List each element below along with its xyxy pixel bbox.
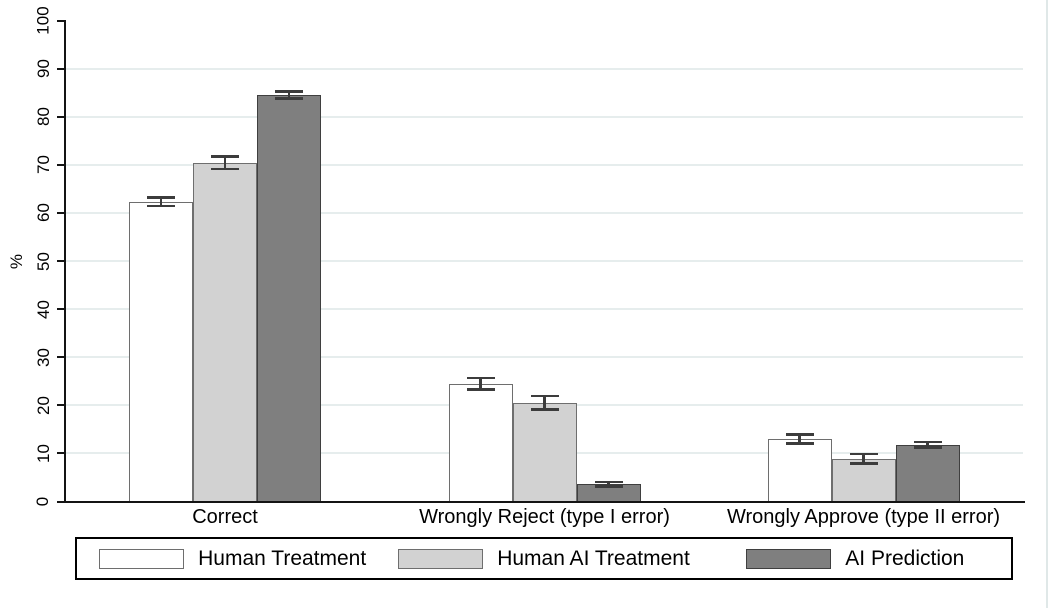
- error-bar-cap: [147, 204, 175, 208]
- error-bar-cap: [785, 442, 814, 445]
- x-axis-category-label: Wrongly Approve (type II error): [726, 506, 1001, 528]
- error-bar-cap: [594, 480, 623, 484]
- error-bar-cap: [466, 388, 495, 391]
- error-bar-cap: [275, 90, 303, 93]
- legend-label: AI Prediction: [845, 546, 965, 570]
- y-axis-tick: [57, 115, 65, 118]
- error-bar-cap: [530, 394, 559, 398]
- legend: Human Treatment Human AI Treatment AI Pr…: [75, 537, 1013, 580]
- error-bar-cap: [466, 376, 495, 380]
- legend-swatch-human-treatment: [99, 548, 185, 569]
- y-axis-tick: [57, 163, 65, 166]
- bar-ai-prediction: [895, 444, 960, 503]
- error-bar: [862, 453, 865, 464]
- bar-human-treatment: [448, 383, 513, 503]
- y-axis-tick: [57, 260, 65, 262]
- error-bar: [159, 197, 163, 207]
- y-axis-tick: [57, 19, 65, 22]
- error-bar: [926, 441, 929, 448]
- error-bar-cap: [849, 452, 878, 456]
- gridline: [66, 356, 1023, 359]
- legend-label: Human Treatment: [198, 546, 367, 570]
- error-bar: [287, 91, 291, 99]
- bar-human-treatment: [767, 438, 832, 503]
- error-bar-cap: [147, 196, 175, 199]
- legend-swatch-ai-prediction: [746, 548, 832, 569]
- bar-human-treatment: [129, 201, 193, 503]
- gridline: [66, 260, 1023, 262]
- gridline: [66, 67, 1023, 70]
- gridline: [66, 163, 1023, 166]
- graph-right-border: [1046, 0, 1048, 608]
- error-bar-cap: [785, 433, 814, 436]
- y-axis-tick: [57, 452, 65, 455]
- error-bar: [543, 396, 546, 410]
- gridline: [66, 308, 1023, 311]
- error-bar-cap: [211, 155, 239, 158]
- x-axis-category-label: Correct: [192, 506, 258, 528]
- gridline: [66, 211, 1023, 214]
- bar-human-ai-treatment: [831, 458, 896, 503]
- x-axis-category-label: Wrongly Reject (type I error): [419, 506, 670, 528]
- legend-item: Human AI Treatment: [388, 547, 699, 571]
- error-bar-cap: [913, 446, 942, 449]
- legend-item: Human Treatment: [77, 547, 388, 571]
- error-bar: [223, 156, 227, 170]
- y-axis-tick: [57, 211, 65, 214]
- error-bar: [607, 481, 610, 487]
- x-axis-line: [57, 500, 1025, 503]
- bar-human-ai-treatment: [193, 162, 257, 503]
- gridline: [66, 115, 1023, 118]
- bar-human-ai-treatment: [512, 402, 577, 503]
- legend-label: Human AI Treatment: [497, 546, 690, 570]
- error-bar: [479, 377, 482, 390]
- y-axis-tick: [57, 356, 65, 359]
- legend-swatch-human-ai-treatment: [398, 548, 484, 569]
- error-bar-cap: [530, 408, 559, 411]
- y-axis-tick: [57, 404, 65, 407]
- legend-item: AI Prediction: [700, 547, 1011, 571]
- error-bar-cap: [849, 462, 878, 465]
- y-axis-tick: [57, 308, 65, 311]
- bar-ai-prediction: [257, 95, 321, 503]
- error-bar-cap: [211, 167, 239, 171]
- error-bar-cap: [275, 97, 303, 100]
- error-bar-cap: [913, 440, 942, 444]
- y-axis-title-text: %: [7, 253, 27, 269]
- y-axis-tick: [57, 500, 65, 503]
- error-bar: [798, 434, 801, 444]
- error-bar-cap: [594, 485, 623, 488]
- y-axis-tick: [57, 67, 65, 70]
- y-axis-line: [64, 20, 66, 502]
